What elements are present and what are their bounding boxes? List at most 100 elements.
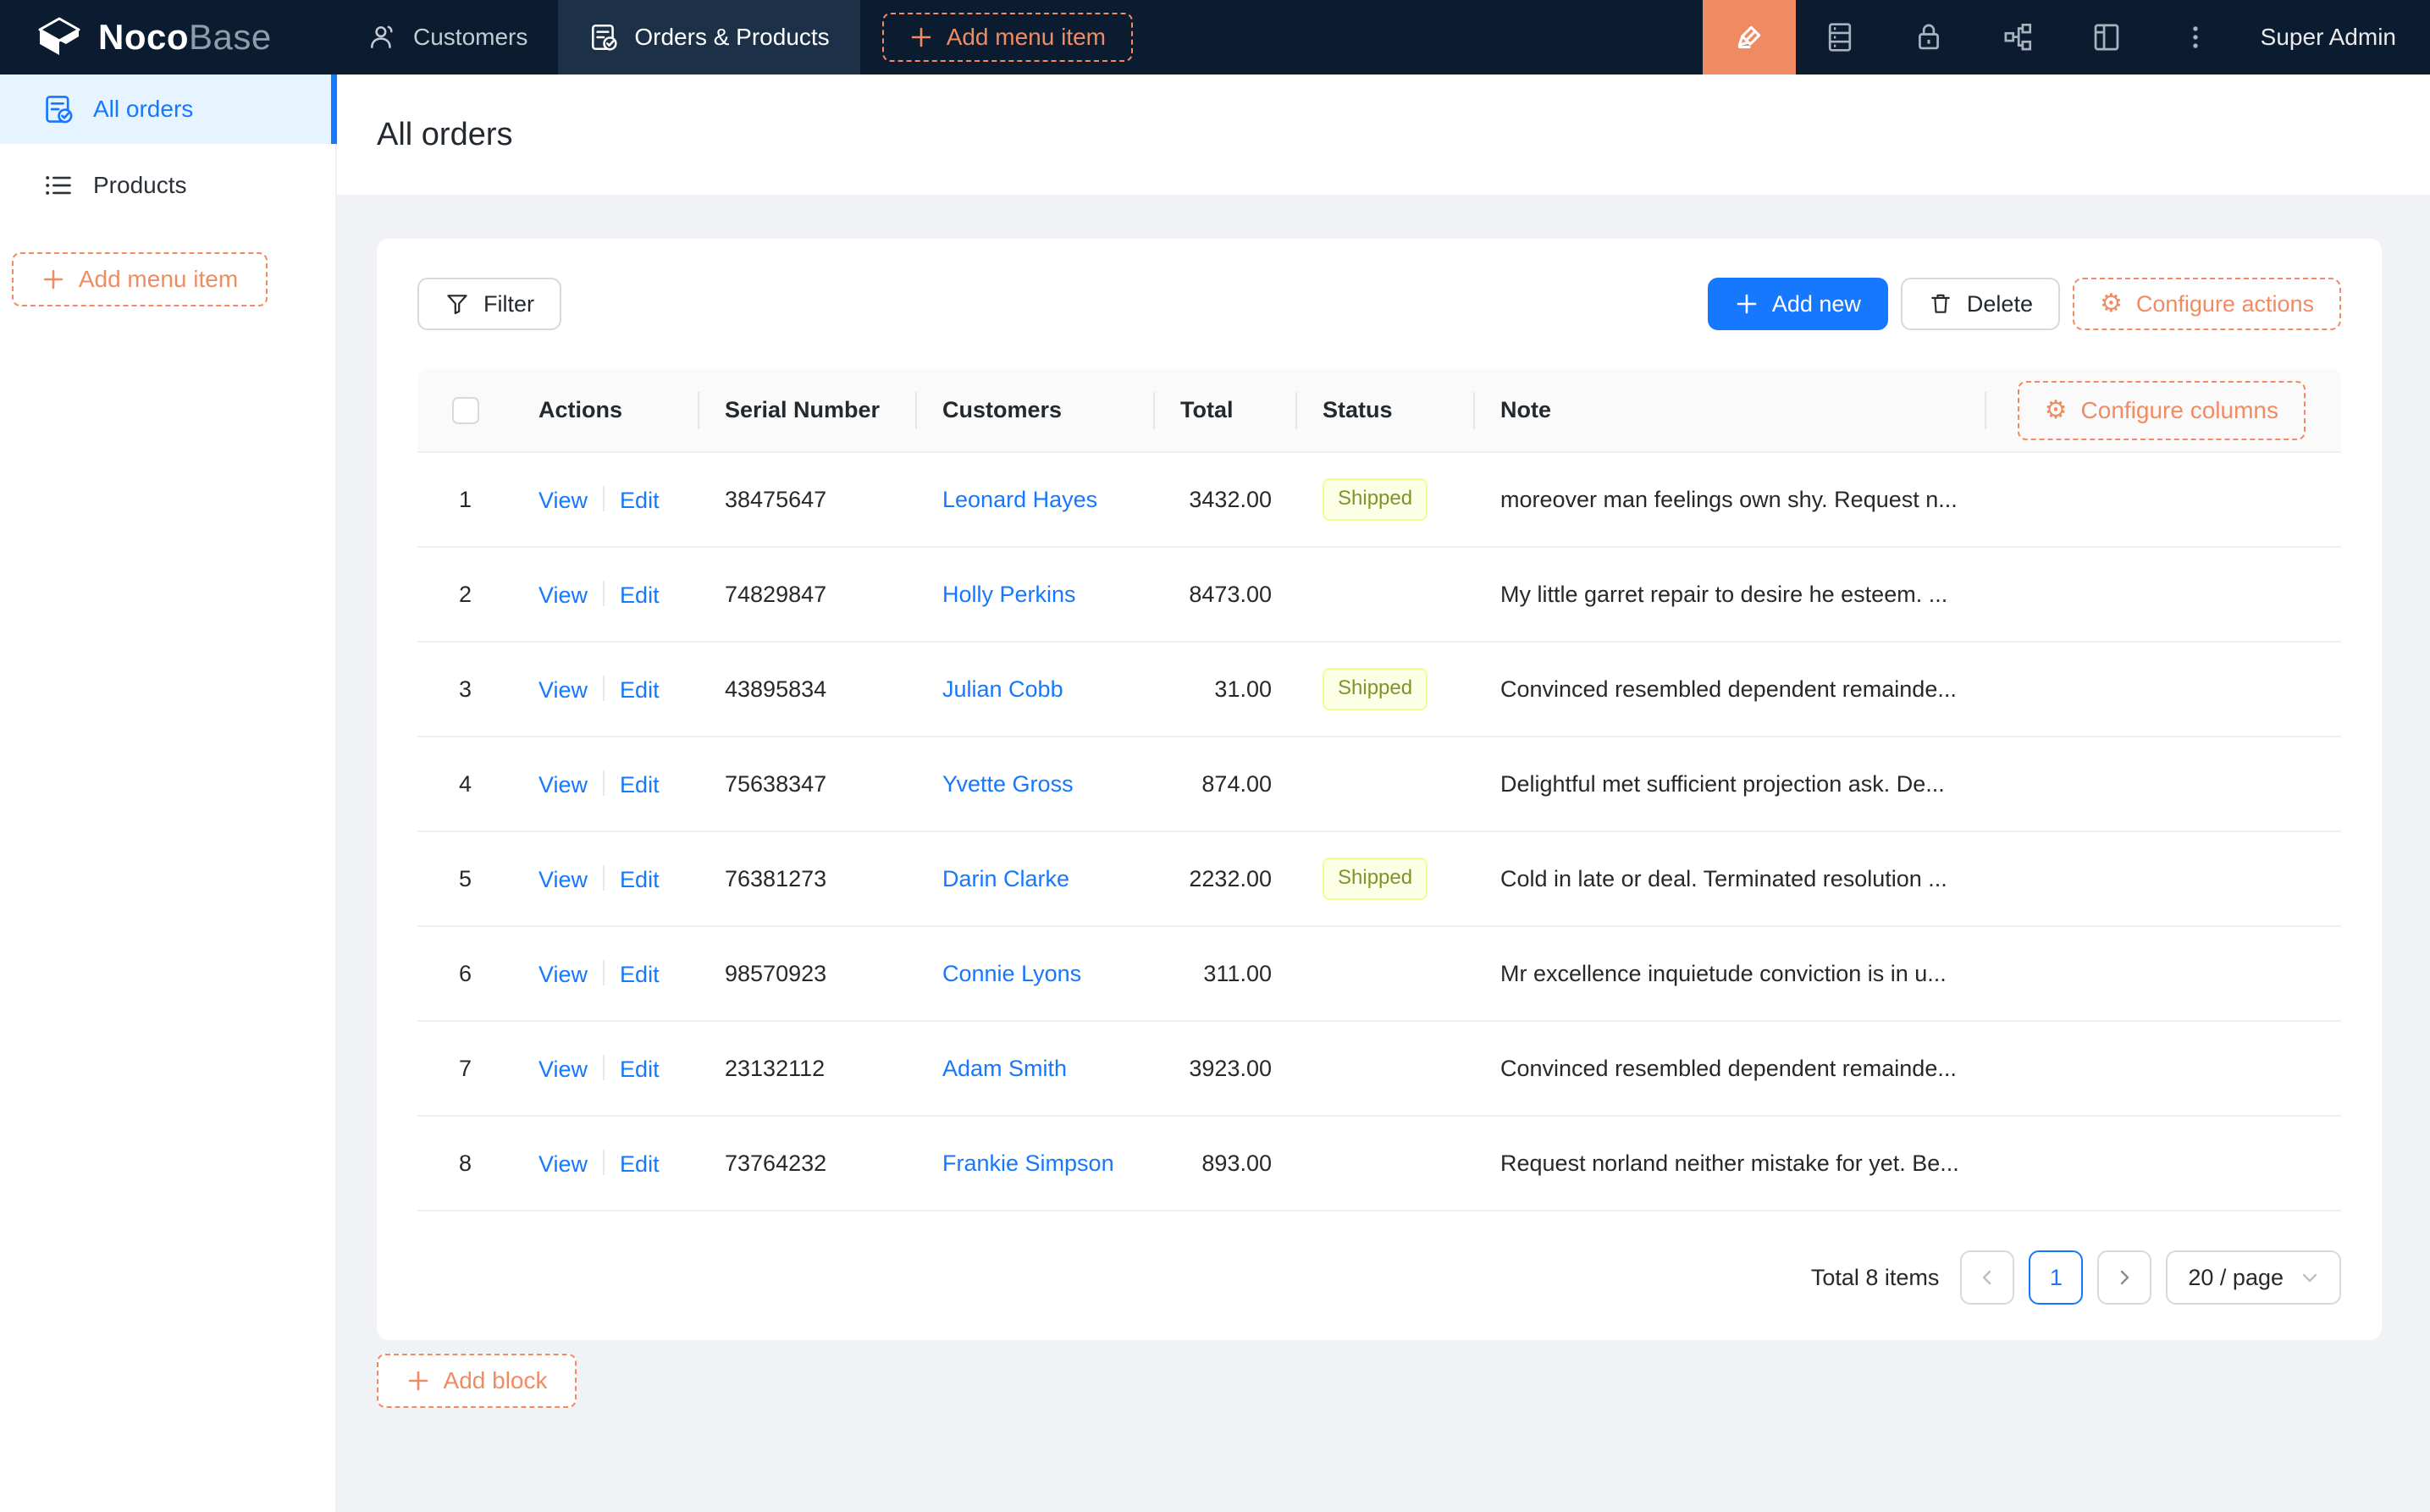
serial-number-cell: 74829847: [699, 547, 917, 643]
customer-cell: Darin Clarke: [917, 831, 1155, 927]
note-cell: Delightful met sufficient projection ask…: [1475, 737, 1985, 832]
table-header-row: Actions Serial Number Customers Total St…: [417, 369, 2341, 453]
edit-link[interactable]: Edit: [620, 961, 660, 987]
chevron-down-icon: [2300, 1268, 2319, 1287]
edit-link[interactable]: Edit: [620, 866, 660, 892]
sidebar-add-menu-item-button[interactable]: Add menu item: [12, 252, 268, 306]
serial-number-cell: 75638347: [699, 737, 917, 832]
view-link[interactable]: View: [538, 961, 588, 987]
total-cell: 3923.00: [1155, 1021, 1297, 1117]
edit-link[interactable]: Edit: [620, 676, 660, 703]
view-link[interactable]: View: [538, 582, 588, 608]
page-size-value: 20 / page: [2188, 1264, 2284, 1290]
total-cell: 31.00: [1155, 642, 1297, 737]
sidebar-item-all-orders[interactable]: All orders: [0, 74, 337, 144]
add-block-button[interactable]: Add block: [377, 1354, 577, 1408]
status-badge: Shipped: [1323, 858, 1428, 900]
filter-button-label: Filter: [483, 290, 534, 317]
column-header-note: Note: [1475, 369, 1985, 453]
orders-table: Actions Serial Number Customers Total St…: [417, 369, 2341, 1211]
sidebar-item-label: All orders: [93, 96, 194, 122]
customer-cell: Adam Smith: [917, 1021, 1155, 1117]
customer-link[interactable]: Leonard Hayes: [942, 486, 1098, 512]
table-row: 7 View Edit 23132112 Adam Smith 3923.00 Convin…: [417, 1021, 2341, 1117]
view-link[interactable]: View: [538, 771, 588, 797]
tab-label: Customers: [413, 24, 528, 50]
view-link[interactable]: View: [538, 1056, 588, 1082]
sidebar-item-products[interactable]: Products: [0, 151, 335, 220]
layout-icon[interactable]: [2063, 0, 2151, 74]
row-index: 6: [417, 926, 513, 1022]
navbar-right-actions: Super Admin: [1702, 0, 2430, 74]
actions-cell: View Edit: [513, 547, 699, 643]
configure-columns-button[interactable]: ⚙ Configure columns: [2017, 380, 2306, 440]
serial-number-cell: 98570923: [699, 926, 917, 1022]
row-index: 1: [417, 452, 513, 548]
tab-customers[interactable]: Customers: [337, 0, 558, 74]
view-link[interactable]: View: [538, 676, 588, 703]
view-link[interactable]: View: [538, 866, 588, 892]
column-header-status: Status: [1297, 369, 1475, 453]
select-all-checkbox[interactable]: [451, 396, 479, 424]
status-cell: [1297, 547, 1475, 643]
view-link[interactable]: View: [538, 487, 588, 513]
edit-link[interactable]: Edit: [620, 487, 660, 513]
divider: [603, 959, 605, 985]
user-menu[interactable]: Super Admin: [2240, 0, 2430, 74]
empty-cell: [1985, 737, 2341, 832]
lock-icon[interactable]: [1885, 0, 1974, 74]
add-new-button[interactable]: Add new: [1707, 278, 1888, 330]
row-index: 5: [417, 831, 513, 927]
actions-cell: View Edit: [513, 642, 699, 737]
status-cell: [1297, 737, 1475, 832]
edit-link[interactable]: Edit: [620, 771, 660, 797]
list-icon: [42, 169, 75, 201]
customer-link[interactable]: Holly Perkins: [942, 581, 1076, 607]
actions-cell: View Edit: [513, 1021, 699, 1117]
delete-button[interactable]: Delete: [1900, 278, 2060, 330]
customer-link[interactable]: Yvette Gross: [942, 770, 1074, 797]
status-badge: Shipped: [1323, 478, 1428, 521]
view-link[interactable]: View: [538, 1151, 588, 1177]
pagination-next-button[interactable]: [2097, 1250, 2152, 1305]
pagination-page-1[interactable]: 1: [2029, 1250, 2084, 1305]
customer-cell: Leonard Hayes: [917, 452, 1155, 548]
actions-cell: View Edit: [513, 831, 699, 927]
table-toolbar: Filter Add new: [417, 278, 2341, 330]
nocobase-logo[interactable]: NocoBase: [0, 0, 337, 74]
customer-link[interactable]: Connie Lyons: [942, 960, 1082, 986]
ui-editor-pen-icon[interactable]: [1702, 0, 1796, 74]
tab-orders-products[interactable]: Orders & Products: [558, 0, 860, 74]
column-header-customers: Customers: [917, 369, 1155, 453]
empty-cell: [1985, 1116, 2341, 1211]
collections-icon[interactable]: [1796, 0, 1885, 74]
customer-link[interactable]: Julian Cobb: [942, 676, 1063, 702]
filter-button[interactable]: Filter: [417, 278, 561, 330]
status-badge: Shipped: [1323, 668, 1428, 710]
customer-link[interactable]: Darin Clarke: [942, 865, 1070, 891]
divider: [603, 485, 605, 511]
empty-cell: [1985, 1021, 2341, 1117]
customer-cell: Julian Cobb: [917, 642, 1155, 737]
nav-add-menu-item-button[interactable]: Add menu item: [881, 13, 1134, 62]
edit-link[interactable]: Edit: [620, 1056, 660, 1082]
more-ellipsis-icon[interactable]: [2151, 0, 2240, 74]
total-cell: 3432.00: [1155, 452, 1297, 548]
page-title: All orders: [377, 116, 513, 152]
tab-label: Orders & Products: [634, 24, 830, 50]
customer-cell: Frankie Simpson: [917, 1116, 1155, 1211]
total-cell: 8473.00: [1155, 547, 1297, 643]
pagination-prev-button[interactable]: [1960, 1250, 2015, 1305]
row-index: 3: [417, 642, 513, 737]
add-new-button-label: Add new: [1771, 290, 1861, 317]
edit-link[interactable]: Edit: [620, 582, 660, 608]
plugins-icon[interactable]: [1974, 0, 2063, 74]
page-size-select[interactable]: 20 / page: [2166, 1250, 2341, 1305]
configure-actions-button[interactable]: ⚙ Configure actions: [2072, 278, 2341, 330]
customer-link[interactable]: Frankie Simpson: [942, 1150, 1114, 1176]
customer-link[interactable]: Adam Smith: [942, 1055, 1068, 1081]
edit-link[interactable]: Edit: [620, 1151, 660, 1177]
status-cell: [1297, 1021, 1475, 1117]
total-cell: 311.00: [1155, 926, 1297, 1022]
status-cell: [1297, 926, 1475, 1022]
